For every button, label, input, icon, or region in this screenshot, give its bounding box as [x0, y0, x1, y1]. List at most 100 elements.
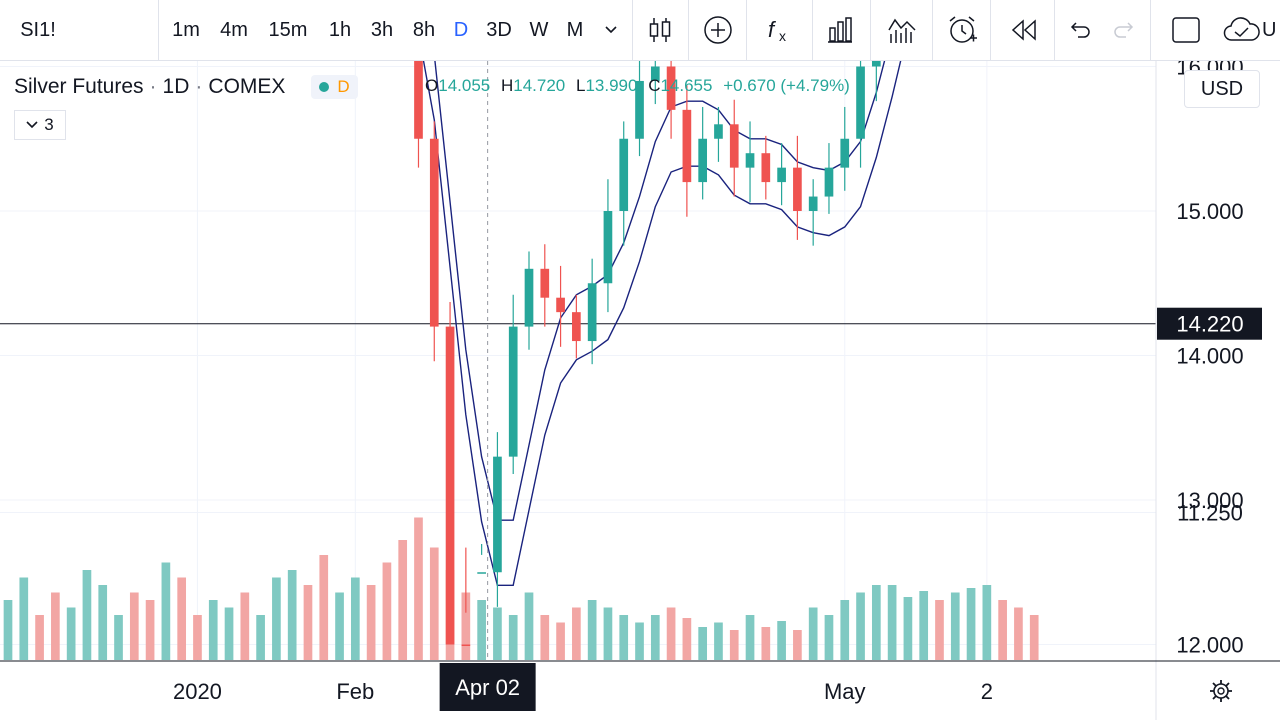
line-price-label: 14.220	[1176, 312, 1243, 337]
divider	[1150, 0, 1151, 60]
interval-4m-button[interactable]: 4m	[212, 0, 256, 60]
save-button[interactable]: U	[1222, 0, 1280, 60]
redo-button[interactable]	[1106, 0, 1142, 60]
volume-bar	[461, 592, 471, 660]
crosshair-time-label: Apr 02	[455, 675, 520, 700]
interval-8h-button[interactable]: 8h	[406, 0, 442, 60]
divider	[688, 0, 689, 60]
cloud-check-icon	[1223, 17, 1260, 41]
templates-button[interactable]	[880, 0, 924, 60]
volume-bar	[193, 615, 202, 660]
candle-body	[871, 61, 881, 67]
price-tick-label: 13.000	[1176, 488, 1243, 513]
crosshair: 16.360Apr 02	[439, 61, 536, 711]
candle-body	[777, 167, 786, 183]
settings-button[interactable]	[1210, 680, 1232, 702]
line-price-tag	[1157, 307, 1262, 340]
interval-label: 1h	[328, 18, 352, 41]
financials-button[interactable]	[820, 0, 860, 60]
interval-3d-button[interactable]: 3D	[482, 0, 516, 60]
market-open-dot	[319, 82, 330, 92]
svg-text:x: x	[779, 28, 786, 44]
volume-bar	[382, 562, 392, 660]
volume-bar	[887, 585, 897, 660]
price-tick-label: 12.000	[1176, 633, 1243, 658]
currency-button[interactable]: USD	[1184, 70, 1260, 108]
candle-body	[461, 644, 471, 646]
price-tick-label: 11.250	[1177, 501, 1243, 526]
volume-bar	[1014, 607, 1023, 660]
interval-m-button[interactable]: M	[562, 0, 588, 60]
market-status-badge[interactable]: D	[311, 75, 358, 99]
volume-bar	[619, 615, 629, 660]
candle-body	[698, 138, 708, 183]
candle-body	[745, 153, 755, 168]
candle-body	[682, 109, 692, 183]
volume-bar	[493, 607, 502, 660]
currency-label: USD	[1200, 77, 1244, 100]
alert-button[interactable]	[942, 0, 982, 60]
interval-dropdown-button[interactable]	[598, 0, 624, 60]
volume-bar	[682, 618, 692, 660]
interval-1h-button[interactable]: 1h	[322, 0, 358, 60]
ohlc-values: O14.055 H14.720 L13.990 C14.655 +0.670 (…	[425, 76, 850, 96]
gear-icon	[1210, 680, 1232, 702]
volume-bar	[414, 517, 423, 660]
price-axis[interactable]: 20.00016.00015.00014.00013.00012.00011.2…	[1176, 61, 1243, 658]
chevron-down-icon	[605, 26, 617, 34]
volume-bar	[429, 547, 439, 660]
band-line	[422, 61, 902, 586]
legend-interval[interactable]: 1D	[162, 75, 190, 98]
interval-label: 3D	[486, 18, 512, 41]
chevron-down-icon	[26, 121, 38, 129]
volume-bar	[856, 592, 865, 660]
indicators-collapse-button[interactable]: 3	[14, 110, 66, 140]
volume-bar	[871, 585, 881, 660]
volume-bar	[508, 615, 518, 660]
candle-body	[808, 196, 818, 211]
volume-bar	[129, 592, 139, 660]
undo-button[interactable]	[1062, 0, 1098, 60]
chart-pane	[0, 61, 1156, 661]
volume-bar	[650, 615, 660, 660]
replay-button[interactable]	[1002, 0, 1046, 60]
divider	[932, 0, 933, 60]
layout-button[interactable]	[1166, 0, 1206, 60]
candle-body	[824, 167, 834, 197]
volume-bar	[398, 540, 408, 660]
candle-body	[714, 124, 723, 139]
candle-body	[761, 153, 771, 183]
volume-bar	[808, 607, 818, 660]
symbol-title[interactable]: Silver Futures	[14, 75, 144, 98]
candle-body	[666, 66, 676, 110]
candle-body	[619, 138, 629, 211]
candle-body	[793, 167, 802, 211]
interval-15m-button[interactable]: 15m	[264, 0, 312, 60]
candle-body	[508, 326, 518, 457]
time-axis[interactable]: 2020 Feb May 2	[173, 679, 993, 704]
price-chart[interactable]: 16.360Apr 02 20.00016.00015.00014.00013.…	[0, 61, 1280, 720]
close-label: C	[648, 76, 661, 95]
price-tick-label: 14.000	[1176, 344, 1243, 369]
interval-1m-button[interactable]: 1m	[166, 0, 206, 60]
volume-bar	[745, 615, 755, 660]
candle-body	[840, 138, 850, 168]
candle-body	[414, 61, 423, 139]
open-label: O	[425, 76, 439, 95]
compare-button[interactable]	[698, 0, 738, 60]
interval-w-button[interactable]: W	[526, 0, 552, 60]
divider	[632, 0, 633, 60]
interval-3h-button[interactable]: 3h	[364, 0, 400, 60]
volume-bar	[51, 592, 60, 660]
candle-body	[477, 572, 486, 574]
interval-d-button[interactable]: D	[448, 0, 474, 60]
volume-bar	[350, 577, 360, 660]
volume-bar	[3, 600, 13, 660]
volume-bar	[919, 591, 929, 660]
chart-type-button[interactable]	[640, 0, 680, 60]
replay-icon	[1011, 19, 1036, 41]
symbol-search-button[interactable]: SI1!	[10, 0, 66, 60]
candles-icon	[649, 18, 671, 42]
